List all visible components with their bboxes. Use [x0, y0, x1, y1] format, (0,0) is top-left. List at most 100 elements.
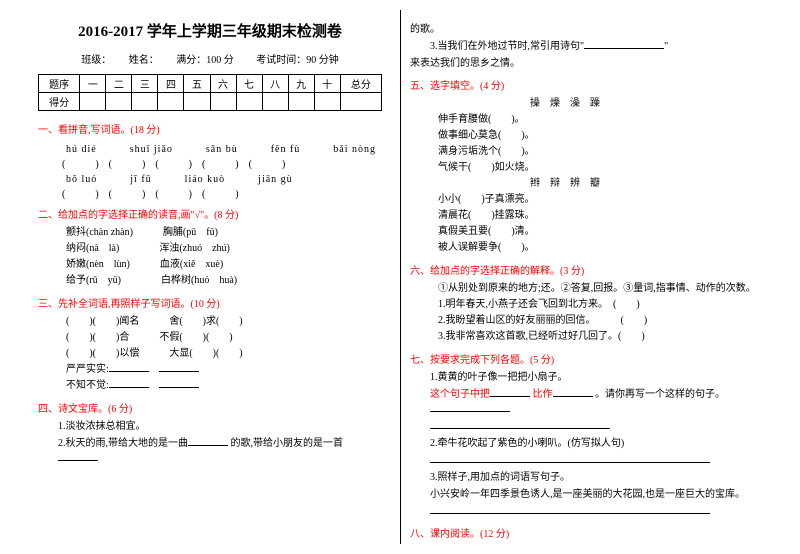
th-11: 总分 [340, 75, 381, 93]
th-4: 四 [158, 75, 184, 93]
section-4-head: 四、诗文宝库。(6 分) [38, 400, 382, 415]
sc-9 [288, 93, 314, 111]
s6-l1: 1.明年春天,小燕子还会飞回到北方来。 ( ) [438, 297, 770, 313]
rt-l2b: " [664, 41, 668, 52]
exam-title: 2016-2017 学年上学期三年级期末检测卷 [38, 20, 382, 41]
exam-time: 考试时间：90 分钟 [256, 55, 339, 66]
s7-blank3 [430, 504, 770, 519]
sc-8 [262, 93, 288, 111]
section-2-head: 二、给加点的字选择正确的读音,画"√"。(8 分) [38, 206, 382, 221]
sc-5 [184, 93, 210, 111]
s7-blank2 [430, 453, 770, 468]
sc-3 [132, 93, 158, 111]
score-label: 得分 [39, 93, 80, 111]
s5-l6: 清晨花( )挂露珠。 [438, 208, 770, 224]
blank [109, 362, 149, 372]
s1-paren-1: ( ) ( ) ( ) ( ) ( ) [62, 155, 382, 170]
s7-l3: 2.牵牛花吹起了紫色的小喇叭。(仿写拟人句) [430, 436, 770, 451]
s1-pinyin-1: hú dié shuǐ jiǎo sǎn bù fēn fù bǎi nòng [66, 140, 382, 155]
th-9: 九 [288, 75, 314, 93]
s7-l4: 3.照样子,用加点的词语写句子。 [430, 470, 770, 485]
sc-10 [314, 93, 340, 111]
score-table: 题序 一 二 三 四 五 六 七 八 九 十 总分 得分 [38, 74, 382, 111]
s7-l2: 这个句子中把 比作 。请你再写一个这样的句子。 [430, 387, 770, 417]
s5-chars2: 辫 辩 辨 瓣 [530, 176, 770, 192]
blank [159, 362, 199, 372]
s5-chars1: 操 燥 澡 躁 [530, 96, 770, 112]
s2-l4: 给予(rǔ yǔ) 白桦树(huó huà) [66, 273, 382, 289]
th-1: 一 [80, 75, 106, 93]
s7-l5: 小兴安岭一年四季景色诱人,是一座美丽的大花园,也是一座巨大的宝库。 [430, 487, 770, 502]
s3-l4b: 不知不觉: [66, 380, 109, 391]
blank [490, 387, 530, 397]
rt-l2a: 3.当我们在外地过节时,常引用诗句" [430, 41, 584, 52]
blank [159, 378, 199, 388]
s7-l1: 1.黄黄的叶子像一把把小扇子。 [430, 370, 770, 385]
sc-7 [236, 93, 262, 111]
s5-l5: 小小( )子真漂亮。 [438, 192, 770, 208]
s7-blank [430, 419, 770, 434]
s7-l2b: 比作 [533, 389, 553, 400]
blank [430, 402, 510, 412]
sc-1 [80, 93, 106, 111]
s3-l4a: 严严实实: [66, 364, 109, 375]
s4-l1: 1.淡妆浓抹总相宜。 [58, 419, 382, 434]
sc-11 [340, 93, 381, 111]
s4-l2: 2.秋天的雨,带给大地的是一曲 的歌,带给小朋友的是一首 [58, 436, 382, 466]
full-score: 满分：100 分 [176, 55, 234, 66]
s5-l8: 被人误解要争( )。 [438, 240, 770, 256]
blank [553, 387, 593, 397]
class-label: 班级： [81, 55, 106, 66]
s5-l1: 伸手育腰做( )。 [438, 112, 770, 128]
s3-l2: ( )( )合 不假( )( ) [66, 330, 382, 346]
blank [430, 453, 710, 463]
s6-opts: ①从别处到原来的地方;还。②答复,回报。③量词,指事情、动作的次数。 [438, 281, 770, 297]
section-8-head: 八、课内阅读。(12 分) [410, 525, 770, 540]
section-5-head: 五、选字填空。(4 分) [410, 77, 770, 92]
th-2: 二 [106, 75, 132, 93]
s7-l2a: 这个句子中把 [430, 389, 490, 400]
s4-l2a: 2.秋天的雨,带给大地的是一曲 [58, 438, 188, 449]
rt-l3: 来表达我们的思乡之情。 [410, 56, 770, 71]
blank [430, 419, 610, 429]
th-10: 十 [314, 75, 340, 93]
section-6-head: 六、给加点的字选择正确的解释。(3 分) [410, 262, 770, 277]
s7-l2c: 。请你再写一个这样的句子。 [595, 389, 725, 400]
s3-l4: 严严实实: [66, 362, 382, 378]
s3-l5: 不知不觉: [66, 378, 382, 394]
sc-2 [106, 93, 132, 111]
s2-l3: 娇嫩(nèn lùn) 血液(xiě xuè) [66, 257, 382, 273]
right-column: 的歌。 3.当我们在外地过节时,常引用诗句" " 来表达我们的思乡之情。 五、选字… [400, 0, 800, 554]
s4-l1-text: 1.淡妆浓抹总相宜。 [58, 421, 146, 432]
s5-l3: 满身污垢洗个( )。 [438, 144, 770, 160]
exam-meta: 班级： 姓名： 满分：100 分 考试时间：90 分钟 [38, 51, 382, 66]
section-3-head: 三、先补全词语,再照样子写词语。(10 分) [38, 295, 382, 310]
s6-l3: 3.我非常喜欢这首歌,已经听过好几回了。( ) [438, 329, 770, 345]
name-label: 姓名： [129, 55, 154, 66]
s2-l2: 纳闷(nà là) 浑浊(zhuó zhú) [66, 241, 382, 257]
s5-l2: 做事细心莫急( )。 [438, 128, 770, 144]
blank [188, 436, 228, 446]
blank [109, 378, 149, 388]
s3-l1: ( )( )闻名 舍( )求( ) [66, 314, 382, 330]
rt-l1: 的歌。 [410, 22, 770, 37]
section-7-head: 七、按要求完成下列各题。(5 分) [410, 351, 770, 366]
th-3: 三 [132, 75, 158, 93]
s2-l1: 颤抖(chàn zhàn) 胸脯(pǔ fǔ) [66, 225, 382, 241]
th-7: 七 [236, 75, 262, 93]
blank [58, 451, 98, 461]
sc-6 [210, 93, 236, 111]
s6-l2: 2.我盼望着山区的好友丽丽的回信。 ( ) [438, 313, 770, 329]
s5-l4: 气候干( )如火烧。 [438, 160, 770, 176]
left-column: 2016-2017 学年上学期三年级期末检测卷 班级： 姓名： 满分：100 分… [0, 0, 400, 554]
th-0: 题序 [39, 75, 80, 93]
rt-l2: 3.当我们在外地过节时,常引用诗句" " [430, 39, 770, 54]
th-8: 八 [262, 75, 288, 93]
section-1-head: 一、看拼音,写词语。(18 分) [38, 121, 382, 136]
blank [430, 504, 710, 514]
s3-l3: ( )( )以偿 大显( )( ) [66, 346, 382, 362]
s4-l2b: 的歌,带给小朋友的是一首 [231, 438, 344, 449]
blank [584, 39, 664, 49]
s1-paren-2: ( ) ( ) ( ) ( ) [62, 185, 382, 200]
sc-4 [158, 93, 184, 111]
